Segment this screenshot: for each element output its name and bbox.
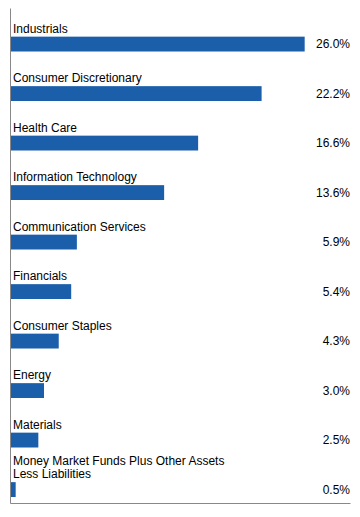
value-label: 16.6%: [316, 136, 350, 150]
value-label: 22.2%: [316, 87, 350, 101]
y-axis: [10, 9, 11, 504]
bar: [10, 433, 38, 448]
category-label-line: Energy: [13, 368, 51, 382]
category-label: Energy: [13, 368, 51, 382]
value-label: 3.0%: [323, 384, 351, 398]
category-label: Consumer Staples: [13, 319, 112, 333]
category-label-line: Materials: [13, 418, 62, 432]
category-label-line: Information Technology: [13, 170, 137, 184]
category-label-line: Less Liabilities: [13, 467, 91, 481]
category-label: Health Care: [13, 121, 77, 135]
category-label: Materials: [13, 418, 62, 432]
bars: [10, 37, 305, 497]
bar: [10, 284, 71, 299]
category-label-line: Health Care: [13, 121, 77, 135]
x-axis-line: [11, 503, 351, 504]
bar: [10, 334, 59, 349]
category-label-line: Money Market Funds Plus Other Assets: [13, 454, 224, 468]
category-label: Information Technology: [13, 170, 137, 184]
category-label: Money Market Funds Plus Other AssetsLess…: [13, 454, 224, 481]
category-labels: Industrials Consumer Discretionary Health …: [13, 22, 224, 482]
bar: [10, 185, 164, 200]
chart-svg: Industrials Consumer Discretionary Health …: [0, 0, 360, 517]
y-axis-line: [10, 9, 11, 504]
value-label: 13.6%: [316, 186, 350, 200]
category-label: Financials: [13, 269, 67, 283]
bar: [10, 136, 198, 151]
value-label: 2.5%: [323, 433, 351, 447]
bar: [10, 86, 262, 101]
value-label: 5.4%: [323, 285, 351, 299]
x-axis: [11, 503, 351, 504]
value-label: 5.9%: [323, 235, 351, 249]
bar: [10, 37, 305, 52]
plot-area: Industrials Consumer Discretionary Health …: [10, 9, 351, 504]
value-labels: 26.0% 22.2% 16.6% 13.6% 5.9% 5.4% 4.3% 3.0% 2.5%…: [316, 37, 350, 497]
category-label-line: Consumer Discretionary: [13, 71, 142, 85]
category-label: Industrials: [13, 22, 68, 36]
category-label-line: Financials: [13, 269, 67, 283]
category-label-line: Consumer Staples: [13, 319, 112, 333]
category-label-line: Communication Services: [13, 220, 146, 234]
category-label: Consumer Discretionary: [13, 71, 142, 85]
value-label: 4.3%: [323, 334, 351, 348]
bar: [10, 383, 44, 398]
bar: [10, 235, 77, 250]
value-label: 0.5%: [323, 483, 351, 497]
category-label-line: Industrials: [13, 22, 68, 36]
category-label: Communication Services: [13, 220, 146, 234]
value-label: 26.0%: [316, 37, 350, 51]
